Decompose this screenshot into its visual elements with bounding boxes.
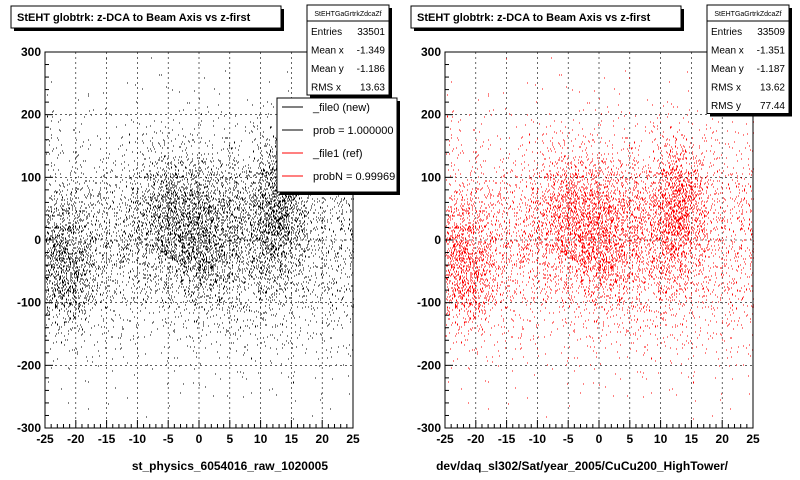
stats-value: -1.349	[357, 46, 386, 57]
chart-right: -25 -20 -15 -10 -5 0 5 10 15 20 25 -300 -200 -100 0 100…	[410, 4, 792, 473]
y-tick-label: -300	[17, 421, 41, 435]
x-tick-label: -10	[529, 432, 547, 446]
legend-label: _file0 (new)	[312, 102, 370, 114]
x-tick-label: 15	[685, 432, 699, 446]
x-tick-label: -20	[467, 432, 485, 446]
legend-label: prob = 1.000000	[313, 125, 393, 137]
stats-value: 13.63	[360, 83, 385, 94]
y-tick-label: 100	[421, 170, 441, 184]
chart-panel-left: -25 -20 -15 -10 -5 0 5 10 15 20 25 -300 -200 -100 0 100…	[10, 4, 400, 473]
stats-value: 33509	[757, 27, 785, 38]
y-tick-label: 200	[21, 108, 41, 122]
y-tick-label: -300	[417, 421, 441, 435]
x-tick-label: -15	[498, 432, 516, 446]
x-tick-label: 10	[654, 432, 668, 446]
stats-value: 33501	[357, 27, 385, 38]
x-tick-label: 10	[254, 432, 268, 446]
y-tick-label: -100	[417, 296, 441, 310]
x-tick-label: 20	[316, 432, 330, 446]
x-tick-label: -5	[563, 432, 574, 446]
stats-label: Mean x	[311, 46, 344, 57]
scatter-points	[445, 57, 754, 420]
y-tick-label: -200	[417, 358, 441, 372]
chart-title: StEHT globtrk: z-DCA to Beam Axis vs z-f…	[417, 12, 651, 24]
stats-label: Mean y	[711, 64, 744, 75]
stats-label: RMS x	[311, 83, 341, 94]
y-tick-label: -200	[17, 358, 41, 372]
chart-left: -25 -20 -15 -10 -5 0 5 10 15 20 25 -300 -200 -100 0 100…	[10, 4, 400, 473]
y-tick-label: 100	[21, 170, 41, 184]
stats-label: Entries	[311, 27, 342, 38]
y-tick-label: 200	[421, 108, 441, 122]
x-axis-title: st_physics_6054016_raw_1020005	[132, 459, 328, 473]
stats-value: -1.186	[357, 64, 386, 75]
chart-title: StEHT globtrk: z-DCA to Beam Axis vs z-f…	[17, 12, 251, 24]
stats-label: Entries	[711, 27, 742, 38]
x-tick-label: 0	[596, 432, 603, 446]
y-tick-label: 300	[421, 45, 441, 59]
x-tick-label: -25	[36, 432, 54, 446]
stats-box	[706, 4, 790, 114]
x-tick-label: -5	[163, 432, 174, 446]
stats-value: 13.62	[760, 83, 785, 94]
stats-name: StEHTGaGrtrkZdcaZf	[314, 11, 381, 18]
stats-label: RMS x	[711, 83, 741, 94]
y-tick-label: 0	[34, 233, 41, 247]
stats-value: -1.187	[757, 64, 786, 75]
x-tick-label: 5	[626, 432, 633, 446]
title-box	[10, 5, 282, 29]
legend-label: _file1 (ref)	[312, 148, 363, 160]
x-tick-label: -15	[98, 432, 116, 446]
chart-panel-right: -25 -20 -15 -10 -5 0 5 10 15 20 25 -300 -200 -100 0 100…	[400, 0, 800, 480]
x-tick-label: 20	[716, 432, 730, 446]
stats-value: -1.351	[757, 46, 786, 57]
x-tick-label: -25	[436, 432, 454, 446]
x-tick-label: 15	[285, 432, 299, 446]
stats-value: 77.44	[760, 101, 785, 112]
x-tick-label: -10	[129, 432, 147, 446]
x-axis-title: dev/daq_sl302/Sat/year_2005/CuCu200_High…	[436, 459, 729, 473]
stats-label: Mean x	[711, 46, 744, 57]
x-tick-label: -20	[67, 432, 85, 446]
x-tick-label: 25	[746, 432, 760, 446]
x-tick-label: 25	[346, 432, 360, 446]
title-box	[410, 5, 682, 29]
y-tick-label: 0	[434, 233, 441, 247]
y-tick-label: -100	[17, 296, 41, 310]
stats-label: RMS y	[711, 101, 741, 112]
legend-label: probN = 0.99969	[313, 171, 395, 183]
stats-label: Mean y	[311, 64, 344, 75]
x-tick-label: 5	[226, 432, 233, 446]
scatter-points	[45, 57, 354, 420]
x-tick-label: 0	[196, 432, 203, 446]
y-tick-label: 300	[21, 45, 41, 59]
stats-box	[306, 4, 390, 96]
stats-name: StEHTGaGrtrkZdcaZf	[714, 11, 781, 18]
